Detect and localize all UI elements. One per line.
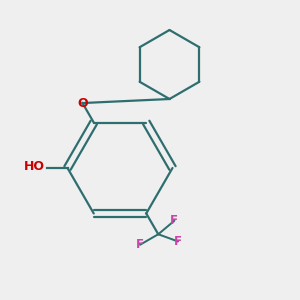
Text: HO: HO [24,160,45,173]
Text: F: F [170,214,178,227]
Text: F: F [174,235,182,248]
Text: O: O [77,97,88,110]
Text: F: F [136,238,144,251]
